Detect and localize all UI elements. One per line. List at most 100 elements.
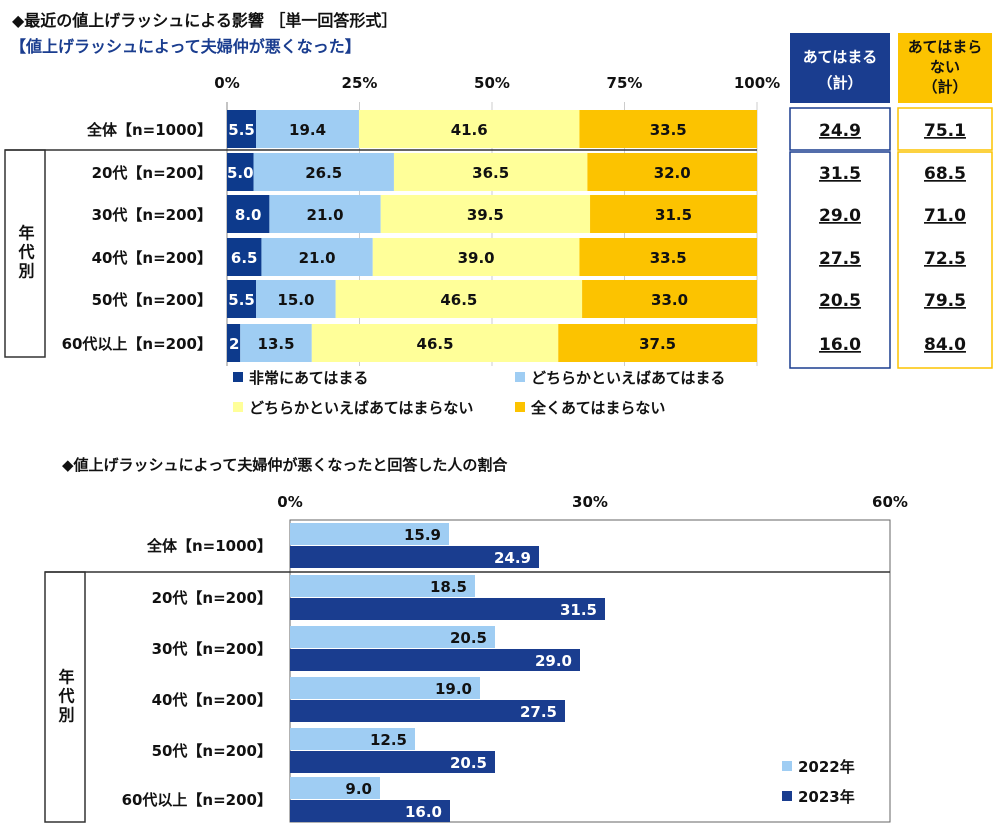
bar (290, 800, 450, 822)
category-label: 30代【n=200】 (92, 206, 212, 224)
bar-segment (269, 195, 381, 233)
data-label: 39.0 (458, 249, 495, 267)
legend-label: 全くあてはまらない (530, 399, 665, 417)
bar-segment (380, 195, 591, 233)
disagree-total: 72.5 (924, 249, 966, 269)
agree-total: 20.5 (819, 291, 861, 311)
data-label: 29.0 (535, 652, 572, 670)
data-label: 37.5 (639, 335, 676, 353)
bar-segment (579, 238, 757, 276)
data-label: 21.0 (299, 249, 336, 267)
legend-swatch (515, 402, 525, 412)
chart-subtitle: 【値上げラッシュによって夫婦仲が悪くなった】 (10, 37, 361, 56)
bar-segment (256, 110, 359, 148)
agree-total: 27.5 (819, 249, 861, 269)
x-tick-label: 30% (572, 493, 608, 511)
category-label: 20代【n=200】 (152, 589, 272, 607)
x-tick-label: 100% (734, 74, 780, 92)
bar (290, 546, 539, 568)
data-label: 18.5 (430, 578, 467, 596)
x-tick-label: 75% (607, 74, 643, 92)
bar-segment (590, 195, 757, 233)
bar (290, 575, 475, 597)
legend-label: 非常にあてはまる (249, 369, 368, 387)
data-label: 21.0 (307, 206, 344, 224)
data-label: 16.0 (405, 803, 442, 821)
legend-swatch (782, 761, 792, 771)
agree-header (790, 33, 890, 103)
group-label: 年代別 (16, 224, 36, 282)
bar (290, 649, 580, 671)
category-label: 60代以上【n=200】 (122, 791, 272, 809)
data-label: 6.5 (231, 249, 258, 267)
disagree-header-text: ない (930, 58, 960, 76)
bar-segment (582, 280, 757, 318)
data-label: 33.5 (650, 249, 687, 267)
bar-segment (311, 324, 559, 362)
bar (290, 751, 495, 773)
bar (290, 677, 480, 699)
data-label: 32.0 (654, 164, 691, 182)
agree-total: 31.5 (819, 164, 861, 184)
category-label: 40代【n=200】 (152, 691, 272, 709)
x-tick-label: 25% (342, 74, 378, 92)
data-label: 20.5 (450, 754, 487, 772)
data-label: 12.5 (370, 731, 407, 749)
agree-header-text: （計） (817, 74, 862, 92)
data-label: 5.5 (228, 121, 255, 139)
agree-total: 16.0 (819, 335, 861, 355)
data-label: 33.5 (650, 121, 687, 139)
disagree-box (897, 151, 993, 369)
data-label: 20.5 (450, 629, 487, 647)
disagree-header (898, 33, 992, 103)
bar-segment (393, 153, 588, 191)
agree-box (789, 151, 891, 369)
agree-total: 29.0 (819, 206, 861, 226)
chart-title: ◆最近の値上げラッシュによる影響 ［単一回答形式］ (12, 11, 397, 30)
disagree-total: 75.1 (924, 121, 966, 141)
legend-label: どちらかといえばあてはまらない (249, 399, 473, 417)
data-label: 26.5 (305, 164, 342, 182)
group-label-2: 年代別 (56, 668, 76, 726)
category-label: 60代以上【n=200】 (62, 335, 212, 353)
x-tick-label: 50% (474, 74, 510, 92)
bar-segment (256, 280, 336, 318)
category-label: 全体【n=1000】 (146, 537, 272, 555)
data-label: 36.5 (472, 164, 509, 182)
data-label: 41.6 (451, 121, 488, 139)
legend-label: どちらかといえばあてはまる (531, 369, 725, 387)
bar (290, 523, 449, 545)
data-label: 5.5 (228, 291, 255, 309)
legend-label: 2023年 (798, 788, 855, 806)
category-label: 40代【n=200】 (92, 249, 212, 267)
agree-box (789, 107, 891, 151)
bar-segment (227, 324, 241, 362)
agree-header-text: あてはまる (803, 48, 877, 66)
data-label: 8.0 (235, 206, 262, 224)
category-label: 50代【n=200】 (92, 291, 212, 309)
category-label: 全体【n=1000】 (86, 121, 212, 139)
data-label: 19.4 (289, 121, 326, 139)
disagree-header-text: （計） (922, 78, 967, 96)
disagree-total: 71.0 (924, 206, 966, 226)
bar-segment (240, 324, 312, 362)
bar-segment (261, 238, 373, 276)
data-label: 39.5 (467, 206, 504, 224)
bar-segment (558, 324, 757, 362)
bar-segment (579, 110, 757, 148)
agree-total: 24.9 (819, 121, 861, 141)
x-tick-label: 60% (872, 493, 908, 511)
disagree-header-text: あてはまら (908, 38, 982, 56)
data-label: 13.5 (258, 335, 295, 353)
data-label: 27.5 (520, 703, 557, 721)
data-label: 15.0 (277, 291, 314, 309)
data-label: 19.0 (435, 680, 472, 698)
disagree-total: 79.5 (924, 291, 966, 311)
category-label: 30代【n=200】 (152, 640, 272, 658)
bar-segment (227, 280, 257, 318)
bar-segment (372, 238, 580, 276)
bar-segment (358, 110, 580, 148)
legend-swatch (782, 791, 792, 801)
category-label: 50代【n=200】 (152, 742, 272, 760)
legend-swatch (233, 402, 243, 412)
